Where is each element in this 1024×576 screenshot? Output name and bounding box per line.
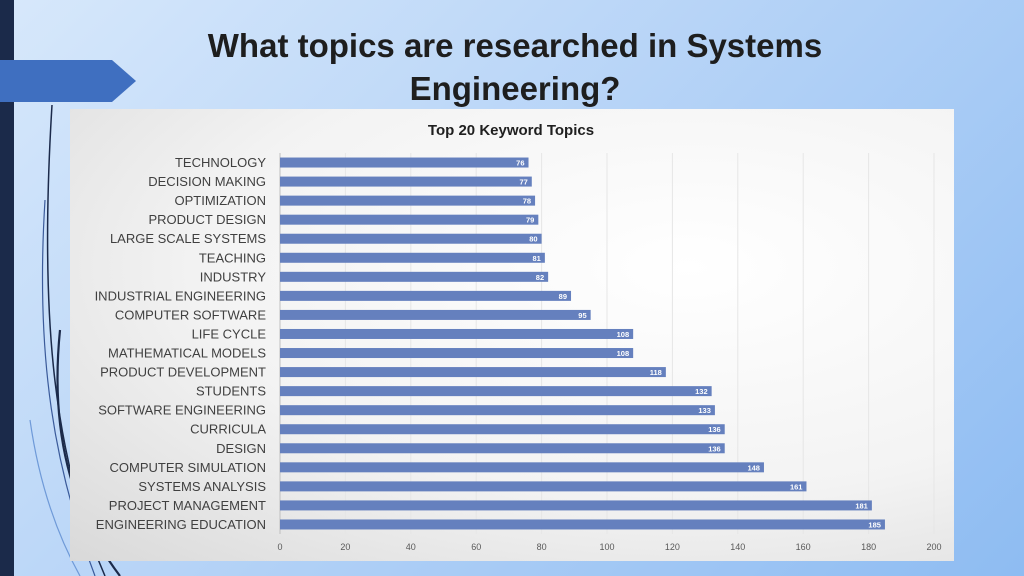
- bar-value-label: 136: [708, 425, 721, 434]
- bar-value-label: 136: [708, 444, 721, 453]
- bar: [280, 290, 572, 301]
- category-label: SOFTWARE ENGINEERING: [98, 403, 266, 418]
- bar: [280, 271, 549, 282]
- category-label: STUDENTS: [196, 384, 266, 399]
- x-tick-label: 180: [861, 542, 876, 552]
- category-label: DESIGN: [216, 441, 266, 456]
- bar: [280, 405, 715, 416]
- bar-value-label: 78: [523, 197, 531, 206]
- category-label: LARGE SCALE SYSTEMS: [110, 231, 266, 246]
- bar-value-label: 181: [855, 501, 868, 510]
- bar-value-label: 82: [536, 273, 544, 282]
- category-label: ENGINEERING EDUCATION: [96, 517, 266, 532]
- bar-value-label: 118: [650, 368, 662, 377]
- bar-value-label: 108: [617, 330, 630, 339]
- bar-value-label: 77: [519, 178, 527, 187]
- bar-value-label: 76: [516, 159, 524, 168]
- bar-value-label: 161: [790, 482, 803, 491]
- bar-value-label: 185: [868, 520, 881, 529]
- category-label: COMPUTER SIMULATION: [110, 460, 267, 475]
- category-label: DECISION MAKING: [148, 174, 266, 189]
- category-label: INDUSTRIAL ENGINEERING: [95, 288, 266, 303]
- category-label: CURRICULA: [190, 422, 266, 437]
- bar: [280, 309, 591, 320]
- bar: [280, 462, 764, 473]
- bar: [280, 443, 725, 454]
- category-label: INDUSTRY: [200, 269, 267, 284]
- bar: [280, 233, 542, 244]
- bar-value-label: 108: [617, 349, 630, 358]
- bar: [280, 176, 532, 187]
- bar: [280, 157, 529, 168]
- bar-value-label: 80: [529, 235, 537, 244]
- bar-value-label: 79: [526, 216, 534, 225]
- x-tick-label: 160: [796, 542, 811, 552]
- arrow-tab: [0, 60, 136, 102]
- page-title: What topics are researched in Systems En…: [207, 27, 823, 107]
- category-label: TECHNOLOGY: [175, 155, 266, 170]
- bar: [280, 519, 885, 530]
- bar: [280, 214, 539, 225]
- bar-value-label: 95: [578, 311, 586, 320]
- category-label: PRODUCT DEVELOPMENT: [100, 365, 266, 380]
- x-tick-label: 60: [471, 542, 481, 552]
- category-label: PRODUCT DESIGN: [149, 212, 267, 227]
- category-label: SYSTEMS ANALYSIS: [138, 479, 266, 494]
- bar-chart: 76 77 78 79 80 81 82 89 95 108 108 118 132 133 136 136 1…: [95, 122, 942, 552]
- category-label: MATHEMATICAL MODELS: [108, 346, 266, 361]
- bar: [280, 252, 545, 263]
- bar: [280, 481, 807, 492]
- bar-value-label: 148: [747, 463, 760, 472]
- x-tick-label: 0: [277, 542, 282, 552]
- bar: [280, 367, 666, 378]
- left-accent-bar: [0, 0, 14, 576]
- category-label: OPTIMIZATION: [175, 193, 266, 208]
- category-label: TEACHING: [199, 250, 266, 265]
- x-tick-label: 40: [406, 542, 416, 552]
- x-tick-label: 80: [537, 542, 547, 552]
- bar: [280, 348, 634, 359]
- bar: [280, 195, 536, 206]
- category-label: COMPUTER SOFTWARE: [115, 307, 267, 322]
- bar-value-label: 133: [698, 406, 711, 415]
- bar: [280, 424, 725, 435]
- bar-value-label: 89: [559, 292, 567, 301]
- x-tick-label: 100: [599, 542, 614, 552]
- bar: [280, 328, 634, 339]
- bar-value-label: 132: [695, 387, 708, 396]
- bar-value-label: 81: [533, 254, 541, 263]
- bar: [280, 386, 712, 397]
- x-tick-label: 120: [665, 542, 680, 552]
- bar: [280, 500, 872, 511]
- x-tick-label: 140: [730, 542, 745, 552]
- chart-title: Top 20 Keyword Topics: [428, 122, 594, 139]
- x-tick-label: 200: [926, 542, 941, 552]
- chart-panel: 76 77 78 79 80 81 82 89 95 108 108 118 132 133 136 136 1…: [70, 109, 954, 561]
- category-label: LIFE CYCLE: [192, 326, 267, 341]
- category-label: PROJECT MANAGEMENT: [109, 498, 266, 513]
- x-tick-label: 20: [340, 542, 350, 552]
